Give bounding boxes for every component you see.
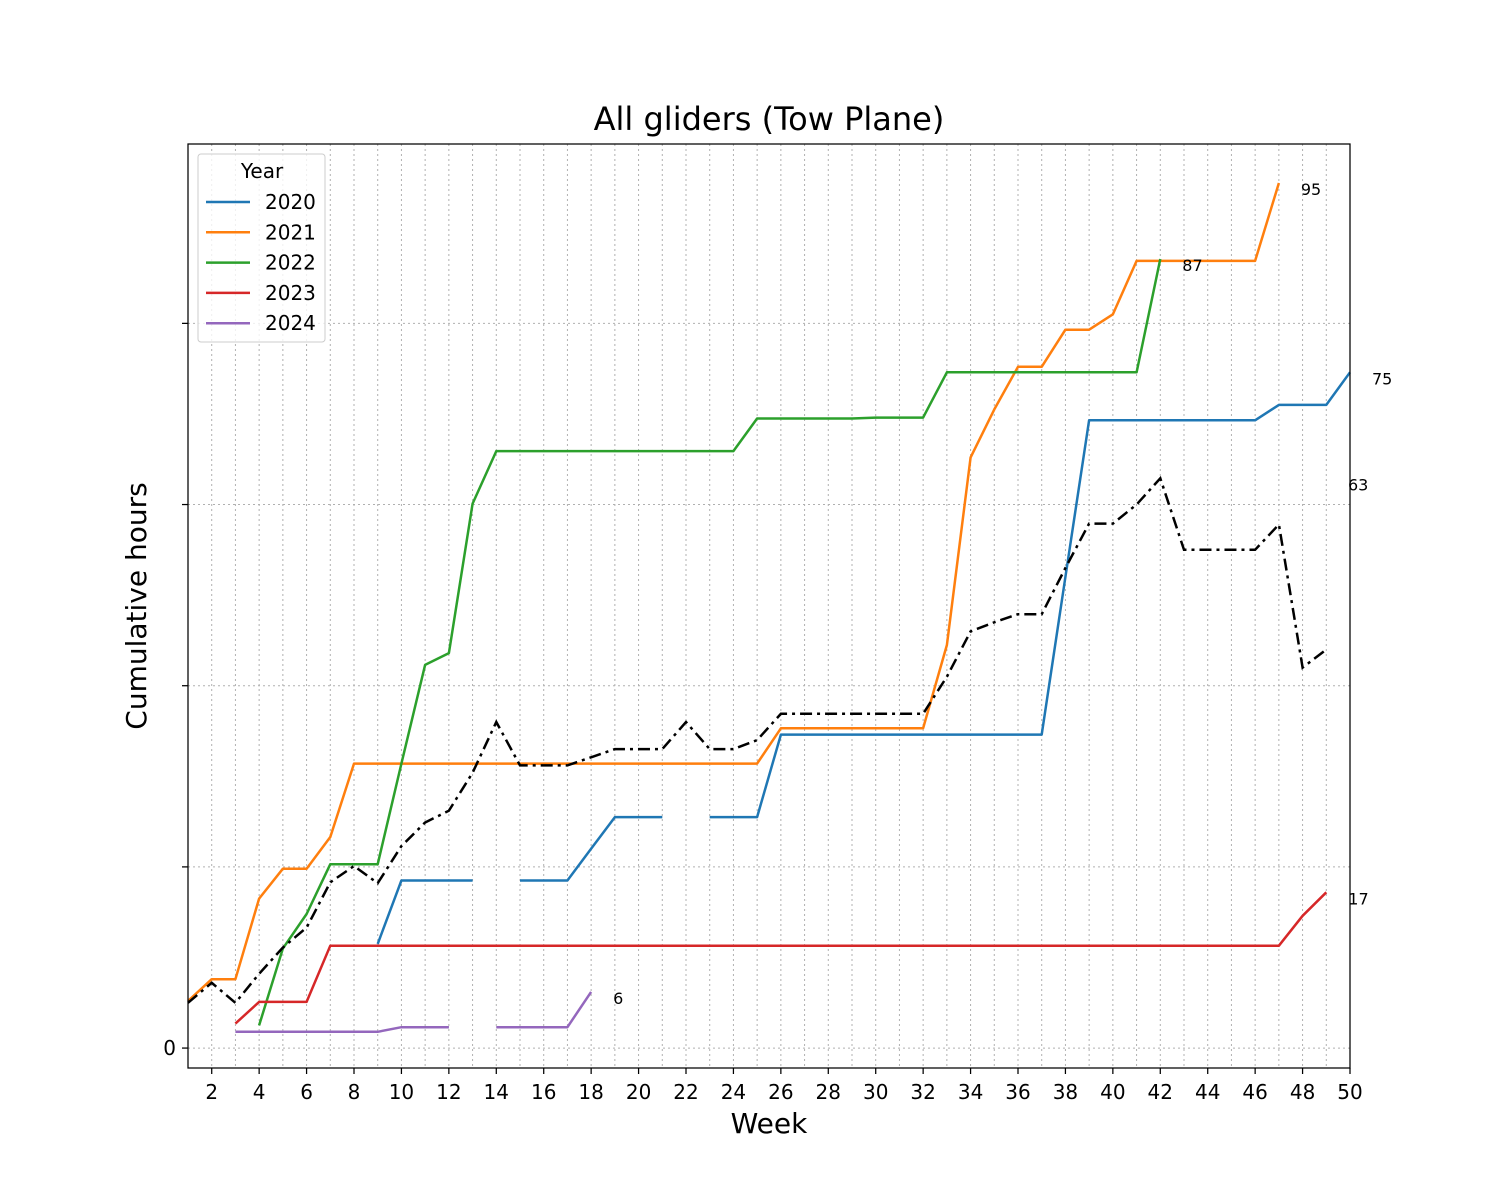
legend-entries: 2020 2021 2022 2023 2024 xyxy=(206,190,316,335)
x-tick-label: 16 xyxy=(531,1080,556,1104)
x-tick-label: 46 xyxy=(1242,1080,1267,1104)
chart-title: All gliders (Tow Plane) xyxy=(594,100,945,138)
x-tick-label: 22 xyxy=(673,1080,698,1104)
legend-label-2020: 2020 xyxy=(265,190,316,214)
end-labels: 75 95 87 17 6 63 xyxy=(613,180,1392,1008)
legend-label-2021: 2021 xyxy=(265,220,316,244)
average-line xyxy=(187,475,1328,1005)
x-tick-label: 38 xyxy=(1053,1080,1078,1104)
end-label-2021: 95 xyxy=(1301,180,1321,199)
x-tick-label: 12 xyxy=(436,1080,461,1104)
x-tick-label: 18 xyxy=(578,1080,603,1104)
y-axis-label: Cumulative hours xyxy=(120,482,153,729)
x-tick-label: 28 xyxy=(816,1080,841,1104)
end-label-2024: 6 xyxy=(613,989,623,1008)
x-tick-label: 34 xyxy=(958,1080,983,1104)
x-tick-label: 2 xyxy=(205,1080,218,1104)
x-tick-label: 8 xyxy=(348,1080,361,1104)
x-tick-label: 42 xyxy=(1148,1080,1173,1104)
series-line-2023 xyxy=(234,891,1328,1025)
legend-label-2022: 2022 xyxy=(265,251,316,275)
plot-frame xyxy=(187,143,1351,1069)
legend-label-2024: 2024 xyxy=(265,311,316,335)
x-tick-label: 10 xyxy=(389,1080,414,1104)
axis-ticks: 2 4 6 8 10 12 14 16 18 20 22 24 26 28 30 32 34 36 38 40 42 44… xyxy=(163,322,1363,1104)
series-line-2020 xyxy=(376,371,1352,945)
x-tick-label: 36 xyxy=(1005,1080,1030,1104)
x-tick-label: 24 xyxy=(721,1080,746,1104)
legend-title: Year xyxy=(240,159,284,183)
y-tick-label: 0 xyxy=(163,1036,176,1060)
x-tick-label: 32 xyxy=(910,1080,935,1104)
x-tick-label: 4 xyxy=(253,1080,266,1104)
x-axis-label: Week xyxy=(731,1107,808,1140)
series-lines xyxy=(187,182,1352,1034)
end-label-2020: 75 xyxy=(1372,369,1392,388)
x-tick-label: 14 xyxy=(484,1080,509,1104)
x-tick-label: 50 xyxy=(1337,1080,1362,1104)
end-label-average: 63 xyxy=(1348,475,1368,494)
series-line-2022 xyxy=(257,258,1162,1026)
x-tick-label: 6 xyxy=(300,1080,313,1104)
x-tick-label: 40 xyxy=(1100,1080,1125,1104)
x-tick-label: 44 xyxy=(1195,1080,1220,1104)
x-tick-label: 26 xyxy=(768,1080,793,1104)
legend-label-2023: 2023 xyxy=(265,281,316,305)
x-tick-label: 20 xyxy=(626,1080,651,1104)
x-tick-label: 48 xyxy=(1290,1080,1315,1104)
grid xyxy=(187,144,1351,1068)
end-label-2023: 17 xyxy=(1348,889,1368,908)
end-label-2022: 87 xyxy=(1182,256,1202,275)
legend: Year 2020 2021 2022 2023 2024 xyxy=(197,153,326,343)
series-line-2021 xyxy=(187,182,1281,1002)
x-tick-label: 30 xyxy=(863,1080,888,1104)
series-line-2024 xyxy=(235,991,593,1034)
